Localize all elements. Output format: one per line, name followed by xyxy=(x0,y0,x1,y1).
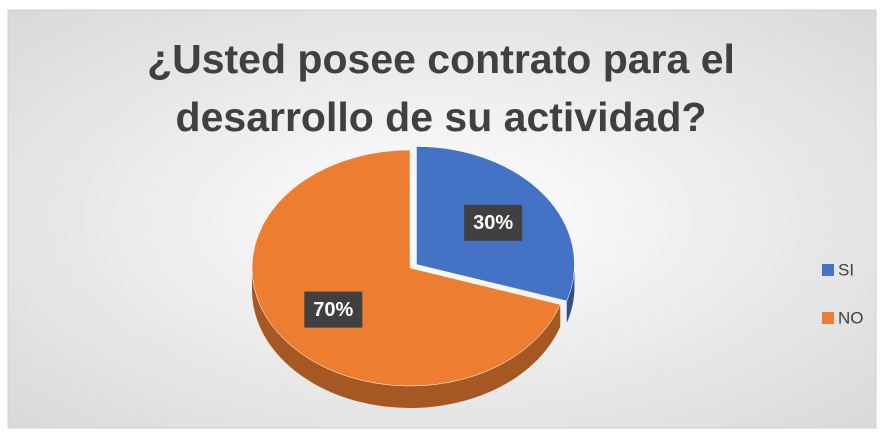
data-label: 30% xyxy=(473,212,513,234)
slice-side xyxy=(252,268,561,408)
legend-label: NO xyxy=(838,308,864,327)
chart-title: ¿Usted posee contrato para el xyxy=(147,36,735,82)
data-label-box xyxy=(464,204,523,241)
data-label-box xyxy=(304,291,363,328)
data-label: 70% xyxy=(313,299,353,321)
legend-swatch xyxy=(822,312,834,324)
legend-label: SI xyxy=(838,260,854,279)
slice-side xyxy=(566,264,575,323)
chart-title: desarrollo de su actividad? xyxy=(176,94,707,140)
legend-swatch xyxy=(822,264,834,276)
